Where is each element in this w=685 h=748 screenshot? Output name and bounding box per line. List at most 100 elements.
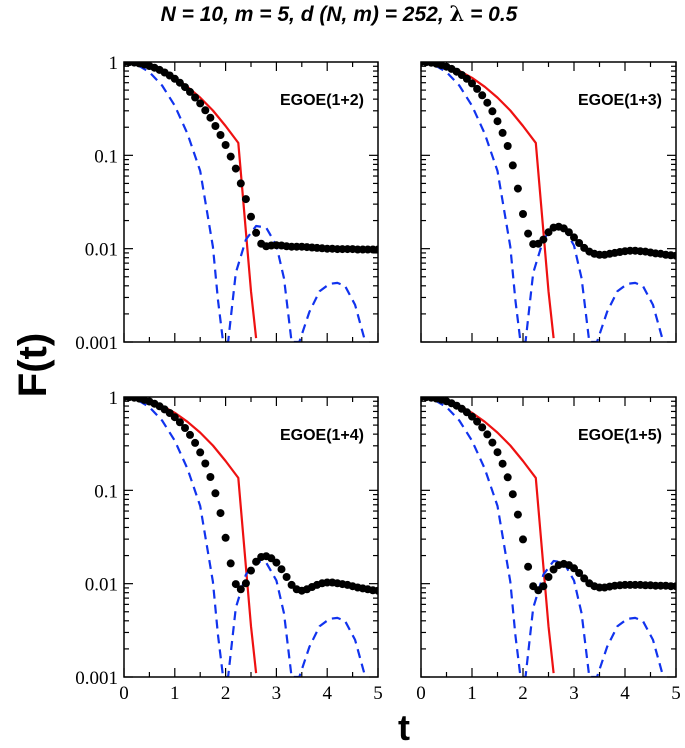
data-point [211,489,220,498]
x-tick-label: 3 [272,683,282,704]
data-point [374,245,378,254]
data-point [493,117,502,126]
x-tick-label: 1 [467,683,477,704]
x-tick-label: 5 [671,683,681,704]
data-point [488,107,497,116]
data-point [575,569,584,577]
data-point [508,490,517,499]
data-point [221,141,230,149]
data-point [252,228,261,237]
y-tick-label: 1 [109,388,119,409]
data-point [241,195,250,204]
y-tick-label: 0.1 [94,481,118,502]
series-solid-red [421,397,555,674]
data-point [544,228,553,237]
plot-area [421,397,676,677]
data-point [196,99,205,108]
x-tick-label: 5 [373,683,383,704]
series-dashed-blue [124,62,367,342]
data-point [508,161,517,170]
data-point [226,152,235,161]
panel-1: 1 0.1 0.01 0.001 EGOE(1+2) [75,53,379,354]
data-point [211,122,220,130]
data-point [186,87,194,96]
data-point [468,412,476,421]
panel-4: 0 1 2 3 4 5 EGOE(1+5) [416,396,681,704]
data-point [468,79,476,88]
data-point [181,83,189,92]
y-axis-label: F(t) [11,333,55,397]
x-tick-label: 2 [518,683,528,704]
data-point [241,579,250,588]
data-point [473,417,482,426]
data-point [247,566,255,575]
data-point [201,106,210,115]
y-tick-label: 0.001 [75,333,118,354]
data-point [524,229,533,238]
data-point [206,113,215,122]
panels-group: 1 0.1 0.01 0.001 EGOE(1+2) EGOE(1+3) 1 0.1 0.01 0… [75,53,681,704]
data-point [570,564,578,573]
x-tick-label: 4 [620,683,630,704]
data-point [564,228,573,237]
data-point [226,559,235,568]
data-point [580,574,589,583]
data-point [513,184,522,193]
data-point [503,473,512,482]
data-point [539,235,548,244]
data-point [247,212,255,221]
data-point [498,128,507,137]
series-dashed-blue [124,397,367,677]
data-point [462,74,471,83]
data-point [216,509,225,518]
x-axis-label: t [398,707,410,748]
data-point [191,438,200,447]
data-point [570,233,578,242]
data-point [539,582,548,591]
series-dashed-blue [421,62,665,342]
data-point [575,239,584,247]
data-point [488,438,497,447]
panel-label: EGOE(1+4) [280,427,364,444]
data-point [272,558,281,567]
data-point [524,562,533,571]
x-tick-label: 1 [170,683,180,704]
x-tick-label: 4 [322,683,332,704]
data-point [282,573,291,581]
data-point [473,84,482,93]
data-point [503,142,512,150]
data-point [191,93,200,102]
data-point [206,473,215,481]
plot-area [421,62,676,342]
series-dashed-blue [421,397,665,677]
y-tick-label: 1 [109,53,119,74]
data-point [221,533,230,542]
panel-label: EGOE(1+2) [280,92,364,109]
data-point [252,557,261,566]
data-point [498,459,507,468]
x-tick-label: 0 [416,683,426,704]
y-tick-label: 0.1 [94,146,118,167]
x-tick-label: 3 [569,683,579,704]
x-tick-label: 2 [221,683,231,704]
data-point [236,585,245,594]
y-tick-label: 0.01 [85,240,118,261]
data-point [196,448,205,457]
figure-title: N = 10, m = 5, d (N, m) = 252, λ = 0.5 [161,1,518,26]
data-point [519,535,527,544]
data-point [186,430,194,439]
panel-label: EGOE(1+3) [578,92,662,109]
y-tick-label: 0.01 [85,575,118,596]
x-tick-label: 0 [119,683,129,704]
data-point [216,131,225,139]
data-point [493,448,502,457]
data-point [175,418,184,427]
data-point [277,565,286,574]
data-point [181,424,189,432]
plot-area [124,62,378,342]
data-point [519,210,527,218]
panel-label: EGOE(1+5) [578,427,662,444]
data-point [483,98,492,107]
